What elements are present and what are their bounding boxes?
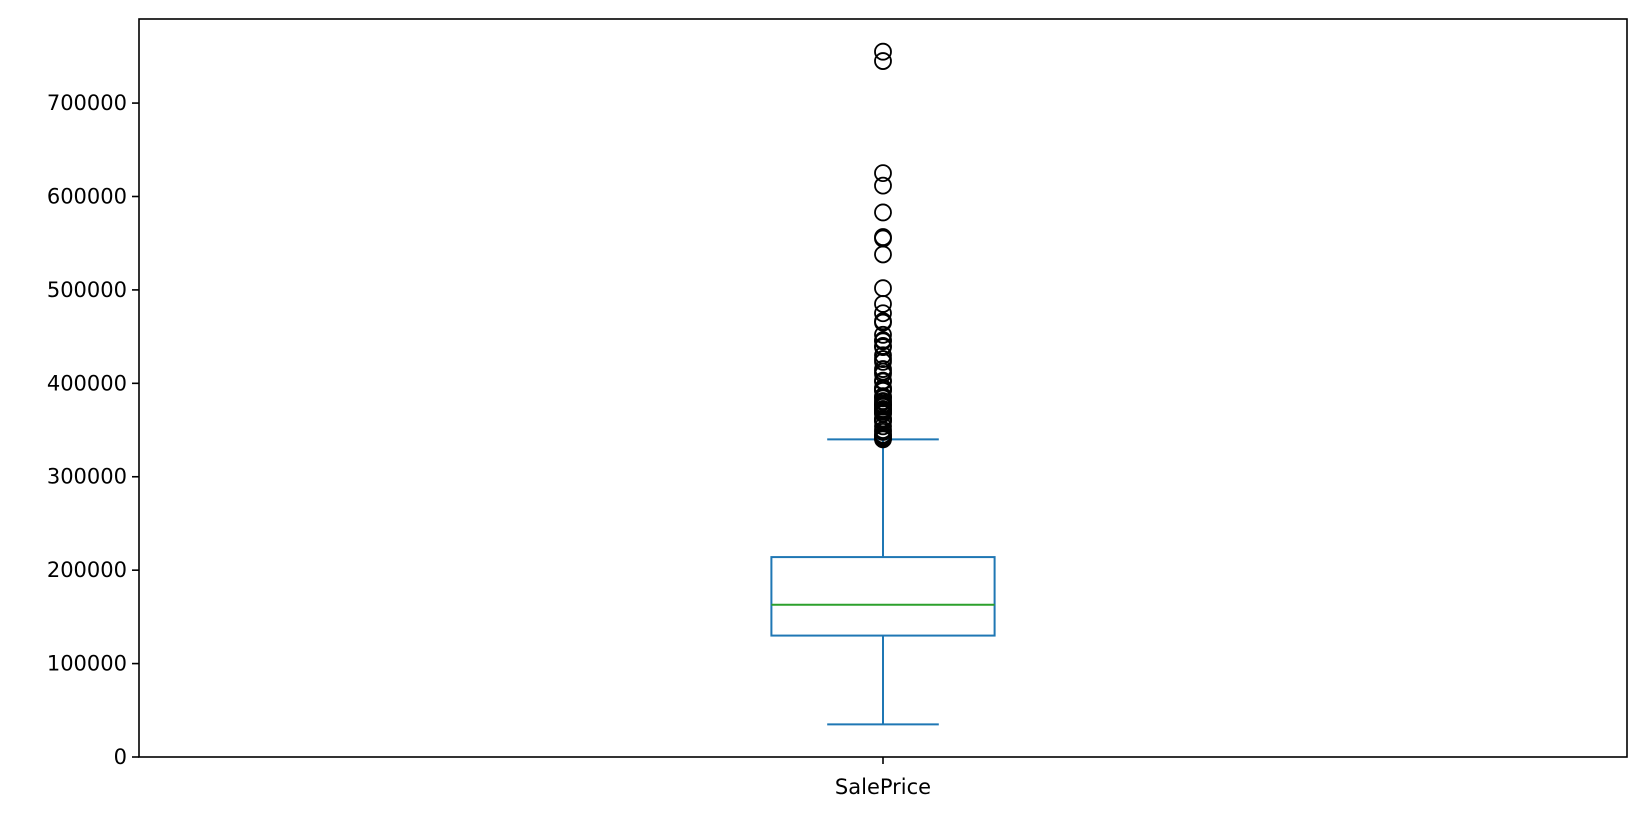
outlier-point <box>874 229 892 248</box>
y-tick-label: 400000 <box>47 371 127 395</box>
iqr-box <box>770 556 996 637</box>
outlier-point <box>874 304 892 323</box>
y-tick-label: 500000 <box>47 278 127 302</box>
outlier-point <box>874 164 892 183</box>
y-tick-label: 700000 <box>47 91 127 115</box>
outlier-point <box>874 352 892 371</box>
outlier-point <box>874 52 892 70</box>
outlier-point <box>874 245 892 264</box>
outlier-point <box>874 203 892 222</box>
y-tick-label: 100000 <box>47 652 127 676</box>
y-tick-label: 200000 <box>47 558 127 582</box>
outlier-point <box>874 228 892 246</box>
outlier-point <box>874 176 892 195</box>
y-tick-label: 600000 <box>47 184 127 208</box>
outlier-point <box>874 313 892 332</box>
box-layer <box>770 438 996 726</box>
outlier-point <box>874 332 892 351</box>
outlier-point <box>874 338 892 357</box>
flier-layer <box>874 42 892 449</box>
y-tick-label: 0 <box>114 745 127 769</box>
outlier-point <box>874 295 892 313</box>
x-tick-label: SalePrice <box>835 775 931 799</box>
y-tick-label: 300000 <box>47 465 127 489</box>
outlier-point <box>874 325 892 344</box>
outlier-point <box>874 279 892 298</box>
outlier-point <box>874 430 892 449</box>
outlier-point <box>874 42 892 61</box>
y-axis-ticks: 0 100000 200000 300000 400000 500000 600000 700… <box>47 91 139 769</box>
x-axis-ticks: SalePrice <box>835 757 931 799</box>
